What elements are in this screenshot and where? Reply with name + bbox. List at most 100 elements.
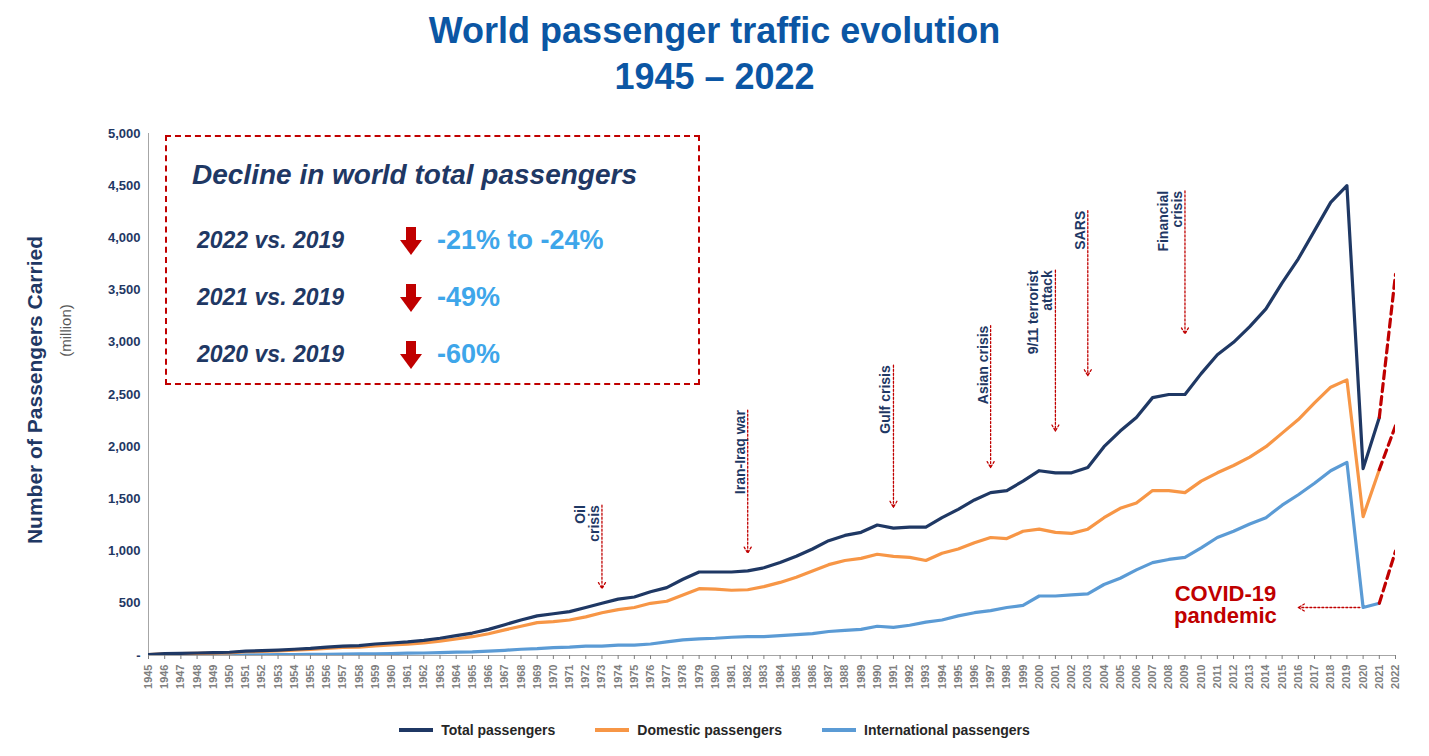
svg-text:1970: 1970: [547, 665, 559, 689]
svg-text:1951: 1951: [239, 665, 251, 689]
svg-text:1954: 1954: [288, 664, 300, 689]
svg-text:1960: 1960: [385, 665, 397, 689]
svg-text:2005: 2005: [1114, 665, 1126, 689]
svg-text:1990: 1990: [871, 665, 883, 689]
svg-text:2013: 2013: [1243, 665, 1255, 689]
svg-text:1957: 1957: [336, 665, 348, 689]
svg-text:2004: 2004: [1098, 664, 1110, 689]
svg-text:2009: 2009: [1178, 665, 1190, 689]
svg-text:SARS: SARS: [1072, 211, 1088, 250]
html-text:1945 – 2022: 1945 – 2022: [614, 56, 815, 97]
svg-text:2011: 2011: [1211, 665, 1223, 689]
svg-text:2012: 2012: [1227, 665, 1239, 689]
svg-text:1979: 1979: [693, 665, 705, 689]
svg-text:3,000: 3,000: [108, 334, 141, 349]
svg-text:1966: 1966: [482, 665, 494, 689]
html-text:World passenger traffic evolut: World passenger traffic evolution: [428, 10, 1001, 51]
svg-text:4,500: 4,500: [108, 178, 141, 193]
svg-text:2021: 2021: [1373, 665, 1385, 689]
svg-text:1964: 1964: [450, 664, 462, 689]
svg-text:1993: 1993: [919, 665, 931, 689]
svg-text:2016: 2016: [1292, 665, 1304, 689]
svg-text:-: -: [136, 648, 140, 663]
svg-text:1961: 1961: [401, 665, 413, 689]
svg-text:2008: 2008: [1162, 665, 1174, 689]
svg-text:1987: 1987: [822, 665, 834, 689]
svg-text:1945: 1945: [142, 665, 154, 689]
svg-text:1947: 1947: [174, 665, 186, 689]
svg-text:4,000: 4,000: [108, 230, 141, 245]
svg-text:1996: 1996: [968, 665, 980, 689]
svg-text:1950: 1950: [223, 665, 235, 689]
svg-text:1981: 1981: [725, 665, 737, 689]
svg-text:2019: 2019: [1340, 665, 1352, 689]
svg-text:500: 500: [119, 595, 141, 610]
svg-text:2,500: 2,500: [108, 387, 141, 402]
svg-text:1997: 1997: [984, 665, 996, 689]
svg-text:Asian crisis: Asian crisis: [975, 325, 991, 404]
svg-text:1,500: 1,500: [108, 491, 141, 506]
svg-text:1978: 1978: [676, 665, 688, 689]
svg-text:2000: 2000: [1033, 665, 1045, 689]
svg-text:Gulf crisis: Gulf crisis: [877, 365, 893, 434]
svg-text:1973: 1973: [595, 665, 607, 689]
svg-text:5,000: 5,000: [108, 126, 141, 141]
svg-text:2001: 2001: [1049, 665, 1061, 689]
svg-text:2010: 2010: [1195, 665, 1207, 689]
svg-text:2,000: 2,000: [108, 439, 141, 454]
svg-text:Iran-Iraq war: Iran-Iraq war: [732, 410, 748, 495]
svg-text:1985: 1985: [790, 665, 802, 689]
svg-text:1999: 1999: [1017, 665, 1029, 689]
svg-text:1968: 1968: [515, 665, 527, 689]
svg-text:1998: 1998: [1000, 665, 1012, 689]
svg-text:1995: 1995: [952, 665, 964, 689]
svg-text:1953: 1953: [272, 665, 284, 689]
svg-text:2006: 2006: [1130, 665, 1142, 689]
svg-text:1959: 1959: [369, 665, 381, 689]
svg-text:1980: 1980: [709, 665, 721, 689]
svg-text:1988: 1988: [838, 665, 850, 689]
svg-text:2018: 2018: [1324, 665, 1336, 689]
svg-text:1977: 1977: [660, 665, 672, 689]
svg-text:1958: 1958: [353, 665, 365, 689]
svg-text:1962: 1962: [417, 665, 429, 689]
svg-text:9/11 terroristattack: 9/11 terroristattack: [1025, 270, 1055, 354]
html-text:Decline in world total passeng: Decline in world total passengers: [192, 159, 637, 190]
svg-text:1949: 1949: [207, 665, 219, 689]
svg-text:1992: 1992: [903, 665, 915, 689]
svg-text:1986: 1986: [806, 665, 818, 689]
svg-text:1952: 1952: [255, 665, 267, 689]
svg-text:1976: 1976: [644, 665, 656, 689]
svg-text:2014: 2014: [1259, 664, 1271, 689]
svg-text:1975: 1975: [628, 665, 640, 689]
svg-text:1971: 1971: [563, 665, 575, 689]
svg-text:COVID-19pandemic: COVID-19pandemic: [1174, 581, 1277, 628]
svg-text:1983: 1983: [757, 665, 769, 689]
svg-text:2017: 2017: [1308, 665, 1320, 689]
svg-text:1989: 1989: [855, 665, 867, 689]
svg-text:3,500: 3,500: [108, 282, 141, 297]
svg-text:Oilcrisis: Oilcrisis: [572, 505, 602, 542]
svg-text:2007: 2007: [1146, 665, 1158, 689]
svg-text:1967: 1967: [498, 665, 510, 689]
svg-text:2022: 2022: [1389, 665, 1401, 689]
svg-text:1948: 1948: [191, 665, 203, 689]
svg-text:1969: 1969: [531, 665, 543, 689]
svg-text:Financialcrisis: Financialcrisis: [1155, 191, 1185, 252]
svg-text:1963: 1963: [434, 665, 446, 689]
svg-text:2002: 2002: [1065, 665, 1077, 689]
svg-text:2003: 2003: [1081, 665, 1093, 689]
svg-text:1972: 1972: [579, 665, 591, 689]
svg-text:2020: 2020: [1357, 665, 1369, 689]
svg-text:1984: 1984: [774, 664, 786, 689]
svg-text:1991: 1991: [887, 665, 899, 689]
svg-text:1956: 1956: [320, 665, 332, 689]
svg-text:1965: 1965: [466, 665, 478, 689]
svg-text:2015: 2015: [1276, 665, 1288, 689]
svg-text:1982: 1982: [741, 665, 753, 689]
svg-text:1946: 1946: [158, 665, 170, 689]
svg-text:1,000: 1,000: [108, 543, 141, 558]
svg-text:1955: 1955: [304, 665, 316, 689]
svg-text:1974: 1974: [612, 664, 624, 689]
svg-text:1994: 1994: [936, 664, 948, 689]
